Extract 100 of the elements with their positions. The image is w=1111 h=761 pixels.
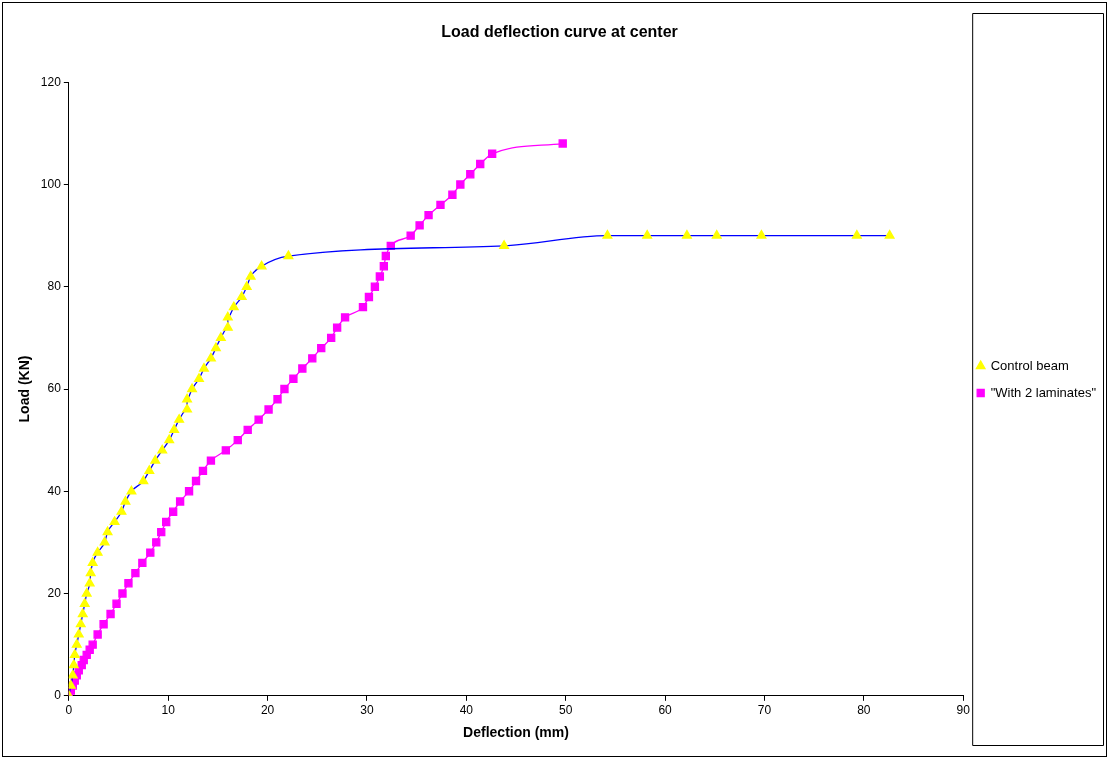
- point: [118, 589, 127, 598]
- x-tick-label: 50: [559, 703, 573, 718]
- point: [241, 281, 252, 290]
- point: [81, 587, 92, 597]
- point: [99, 536, 110, 546]
- x-tick-label: 80: [857, 703, 871, 718]
- point: [174, 414, 185, 423]
- point: [126, 485, 137, 495]
- point: [92, 546, 103, 556]
- x-tick-label: 0: [65, 703, 73, 718]
- point: [146, 548, 155, 557]
- point: [221, 446, 231, 455]
- point: [112, 599, 121, 608]
- x-tick-label: 60: [658, 703, 673, 718]
- point: [364, 292, 374, 302]
- point: [448, 190, 457, 199]
- point: [210, 342, 221, 352]
- point: [233, 435, 242, 445]
- point: [215, 332, 226, 342]
- point: [236, 291, 247, 301]
- point: [184, 487, 194, 496]
- point: [406, 231, 415, 240]
- point: [476, 159, 485, 169]
- point: [77, 608, 88, 618]
- point: [152, 538, 161, 547]
- point: [106, 609, 115, 619]
- point: [499, 240, 510, 249]
- point: [182, 393, 193, 403]
- point: [198, 362, 209, 372]
- point: [424, 210, 433, 220]
- point: [602, 229, 613, 239]
- point: [71, 639, 82, 648]
- x-tick-label: 10: [161, 703, 176, 718]
- point: [138, 558, 147, 568]
- point: [884, 229, 895, 239]
- y-axis-title: Load (KN): [16, 355, 33, 423]
- point: [436, 200, 445, 210]
- point: [194, 373, 204, 382]
- point: [116, 506, 127, 515]
- chart-title: Load deflection curve at center: [441, 23, 678, 41]
- point: [222, 321, 233, 331]
- y-tick-label: 60: [47, 381, 62, 396]
- point: [168, 507, 178, 516]
- legend-label: Control beam: [990, 357, 1069, 373]
- point: [273, 395, 282, 404]
- point: [711, 229, 722, 239]
- point: [68, 669, 78, 679]
- y-tick-label: 40: [47, 483, 62, 498]
- point: [379, 262, 389, 271]
- point: [254, 415, 263, 424]
- point: [164, 434, 175, 444]
- point: [102, 526, 113, 536]
- x-tick-label: 90: [956, 703, 971, 718]
- point: [264, 405, 273, 414]
- point: [124, 579, 133, 588]
- point: [245, 270, 256, 280]
- point: [138, 475, 149, 485]
- y-tick-label: 0: [54, 688, 62, 703]
- point: [175, 497, 185, 506]
- point: [289, 374, 298, 383]
- point: [162, 517, 171, 527]
- y-tick-label: 20: [47, 585, 62, 600]
- point: [69, 649, 80, 659]
- point: [381, 251, 391, 261]
- y-tick-label: 80: [47, 279, 62, 294]
- x-tick-label: 40: [459, 703, 474, 718]
- legend-label: "With 2 laminates": [990, 384, 1097, 400]
- point: [681, 229, 692, 239]
- point: [85, 567, 96, 577]
- point: [222, 311, 233, 321]
- point: [340, 313, 350, 322]
- point: [642, 229, 653, 239]
- point: [558, 139, 567, 148]
- point: [182, 403, 193, 413]
- point: [88, 640, 97, 649]
- point: [415, 221, 424, 230]
- point: [851, 229, 862, 239]
- point: [370, 282, 380, 291]
- point: [73, 628, 84, 638]
- y-tick-label: 120: [40, 74, 62, 89]
- point: [317, 343, 326, 353]
- point: [326, 333, 336, 343]
- point: [93, 630, 102, 639]
- point: [308, 354, 317, 363]
- point: [157, 444, 168, 454]
- point: [120, 495, 131, 505]
- x-tick-label: 30: [360, 703, 374, 718]
- point: [256, 260, 267, 270]
- point: [79, 598, 90, 607]
- x-tick-label: 70: [757, 703, 772, 718]
- point: [84, 577, 95, 587]
- point: [280, 384, 289, 394]
- point: [756, 229, 767, 239]
- point: [144, 465, 155, 474]
- point: [206, 456, 216, 465]
- point: [332, 323, 342, 332]
- point: [228, 301, 239, 311]
- point: [466, 170, 475, 179]
- point: [283, 250, 294, 260]
- point: [191, 476, 201, 486]
